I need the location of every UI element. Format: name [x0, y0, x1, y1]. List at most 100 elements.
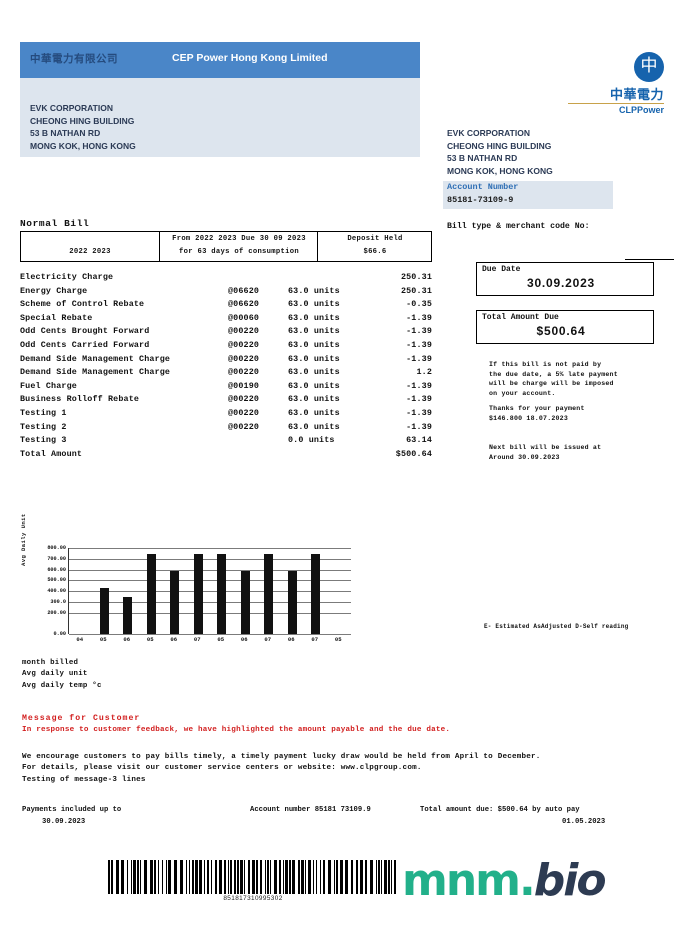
barcode-bar — [334, 860, 335, 894]
next-bill-note: Next bill will be issued at Around 30.09… — [489, 444, 602, 461]
chart-x-tick: 05 — [217, 636, 225, 643]
chart-bar — [264, 553, 274, 634]
barcode-bar — [174, 860, 177, 894]
billing-period-table: 2022 2023 From 2022 2023 Due 30 09 2023 … — [20, 231, 432, 262]
charge-amount: -0.35 — [406, 299, 432, 310]
barcode-bar — [237, 860, 239, 894]
chart-x-tick: 07 — [311, 636, 319, 643]
due-date-box: Due Date 30.09.2023 — [476, 262, 654, 296]
footer-total-due: Total amount due: $500.64 by auto pay — [420, 806, 580, 814]
barcode-bar — [186, 860, 187, 894]
barcode-bar — [199, 860, 202, 894]
barcode-bar — [166, 860, 167, 894]
barcode-number: 851817310995302 — [223, 895, 283, 902]
chart-x-tick: 05 — [99, 636, 107, 643]
recipient-address: EVK CORPORATION CHEONG HING BUILDING 53 … — [447, 128, 553, 176]
charge-units: 63.0 units — [288, 339, 340, 350]
chart-legend-note: E- Estimated AsAdjusted D-Self reading — [484, 623, 629, 630]
barcode-bar — [351, 860, 353, 894]
brand-dot: . — [519, 855, 536, 906]
barcode-bar — [140, 860, 141, 894]
charge-rate: @00190 — [228, 380, 260, 391]
barcode-bar — [384, 860, 387, 894]
charge-rate: @00220 — [228, 394, 260, 405]
charge-description: Testing 1 — [20, 407, 67, 418]
chart-x-tick: 06 — [240, 636, 248, 643]
charge-units: 63.0 units — [288, 326, 340, 337]
charge-description: Demand Side Management Charge — [20, 367, 171, 378]
chart-footer-month-billed: month billed — [22, 659, 79, 667]
thanks-payment-note: Thanks for your payment $146.800 18.07.2… — [489, 405, 585, 422]
barcode-bar — [168, 860, 171, 894]
message-body: We encourage customers to pay bills time… — [22, 753, 541, 784]
charge-description: Odd Cents Carried Forward — [20, 339, 150, 350]
consumption-bar-chart: Avg Daily Unit 800.00 700.00 600.00 500.00 4… — [20, 513, 352, 653]
charge-rate: @00220 — [228, 339, 260, 350]
footer-total-due-date: 01.05.2023 — [562, 818, 606, 826]
chart-x-tick: 05 — [146, 636, 154, 643]
charge-row: Testing 1 @00220 63.0 units -1.39 — [20, 408, 432, 422]
barcode-bar — [158, 860, 159, 894]
charge-description: Electricity Charge — [20, 272, 114, 282]
account-number-panel — [443, 181, 613, 209]
charge-row: Business Rolloff Rebate @00220 63.0 units -… — [20, 394, 432, 408]
barcode-bar — [313, 860, 314, 894]
barcode-bar — [108, 860, 110, 894]
charge-description: Fuel Charge — [20, 380, 77, 391]
chart-x-tick: 05 — [334, 636, 342, 643]
charges-table: Electricity Charge 250.31 Energy Charge @06… — [20, 272, 432, 462]
charge-row: Odd Cents Brought Forward @00220 63.0 unit… — [20, 326, 432, 340]
chart-bar — [217, 553, 227, 634]
late-payment-note: If this bill is not paid by the due date… — [489, 361, 618, 397]
footer-payments-label: Payments included up to — [22, 806, 122, 814]
barcode-bar — [121, 860, 124, 894]
charge-description: Testing 3 — [20, 435, 67, 446]
period-dates-line2: 2022 2023 — [69, 248, 111, 256]
chart-gridline — [69, 580, 351, 582]
chart-gridline — [69, 558, 351, 560]
chart-x-tick: 07 — [193, 636, 201, 643]
charge-units: 63.0 units — [288, 380, 340, 391]
barcode-bar — [256, 860, 258, 894]
charge-row: Total Amount $500.64 — [20, 449, 432, 463]
due-date-label: Due Date — [482, 265, 521, 274]
barcode-bar — [328, 860, 331, 894]
charge-description: Business Rolloff Rebate — [20, 394, 140, 405]
charge-row: Demand Side Management Charge @00220 63.0 … — [20, 367, 432, 381]
charge-rate: @00060 — [228, 312, 260, 323]
clp-logo: 中 中華電力 CLPPower — [556, 52, 666, 115]
barcode-bar — [336, 860, 338, 894]
barcode-bar — [289, 860, 291, 894]
barcode-bar — [248, 860, 250, 894]
chart-y-axis-ticks: 800.00 700.00 600.00 500.00 400.00 300.0 200.0… — [30, 545, 66, 637]
barcode-bar — [356, 860, 358, 894]
chart-y-tick: 500.00 — [47, 577, 66, 584]
barcode-bar — [207, 860, 209, 894]
barcode-bar — [204, 860, 205, 894]
chart-gridline — [69, 569, 351, 571]
barcode-bar — [195, 860, 198, 894]
summary-top-rule — [625, 259, 674, 261]
barcode-bar — [308, 860, 311, 894]
total-amount-due-box: Total Amount Due $500.64 — [476, 310, 654, 344]
charge-description: Testing 2 — [20, 421, 67, 432]
charge-row: Fuel Charge @00190 63.0 units -1.39 — [20, 381, 432, 395]
chart-x-tick: 07 — [264, 636, 272, 643]
barcode-bar — [219, 860, 222, 894]
barcode-bar — [381, 860, 382, 894]
bill-type-title: Normal Bill — [20, 218, 90, 229]
footer-account-number: Account number 85181 73109.9 — [250, 806, 371, 814]
due-date-value: 30.09.2023 — [526, 276, 596, 290]
barcode-bar — [378, 860, 380, 894]
barcode-bar — [234, 860, 236, 894]
barcode-bar — [267, 860, 269, 894]
logo-text-chinese: 中華電力 — [609, 88, 664, 103]
charge-rate: @00220 — [228, 421, 260, 432]
barcode-bar — [283, 860, 284, 894]
chart-bar — [287, 570, 297, 634]
period-consumption-line1: From 2022 2023 Due 30 09 2023 — [172, 235, 306, 243]
logo-mark-glyph: 中 — [640, 56, 658, 76]
charge-amount: 63.14 — [406, 435, 432, 446]
message-highlight-line: In response to customer feedback, we hav… — [22, 726, 451, 734]
barcode-bar — [365, 860, 367, 894]
